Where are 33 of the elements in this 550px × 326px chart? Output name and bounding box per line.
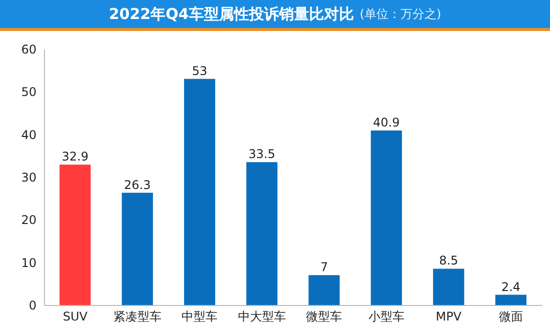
bar <box>122 192 153 305</box>
bar <box>433 268 464 305</box>
y-tick-label: 20 <box>21 213 36 228</box>
x-tick-label: 中型车 <box>182 310 218 324</box>
x-tick-label: 微面 <box>498 310 523 324</box>
x-tick-label: 小型车 <box>368 310 404 324</box>
y-tick-label: 60 <box>21 42 36 56</box>
y-tick-label: 10 <box>21 256 36 270</box>
y-tick-label: 30 <box>21 170 36 184</box>
x-tick-label: 紧凑型车 <box>113 310 162 324</box>
chart-subtitle: (单位：万分之) <box>360 6 442 22</box>
data-label: 8.5 <box>439 254 458 268</box>
data-label: 2.4 <box>501 280 520 294</box>
data-label: 40.9 <box>373 115 400 130</box>
x-tick-label: SUV <box>62 310 88 324</box>
data-label: 7 <box>320 260 328 274</box>
y-tick-label: 40 <box>21 128 36 142</box>
chart-title: 2022年Q4车型属性投诉销量比对比 <box>108 4 354 24</box>
x-tick-label: MPV <box>436 310 462 324</box>
x-tick-label: 中大型车 <box>238 310 286 324</box>
bar <box>60 164 91 305</box>
y-tick-label: 0 <box>28 298 36 312</box>
data-label: 53 <box>192 64 208 78</box>
bar <box>495 294 526 305</box>
data-label: 33.5 <box>248 147 276 162</box>
bar <box>246 162 278 305</box>
bar <box>370 130 402 305</box>
y-tick-label: 50 <box>21 85 36 100</box>
x-tick-label: 微型车 <box>306 310 342 324</box>
data-label: 26.3 <box>124 178 151 192</box>
bar <box>184 78 216 305</box>
bar <box>308 275 340 305</box>
data-label: 32.9 <box>62 150 88 164</box>
